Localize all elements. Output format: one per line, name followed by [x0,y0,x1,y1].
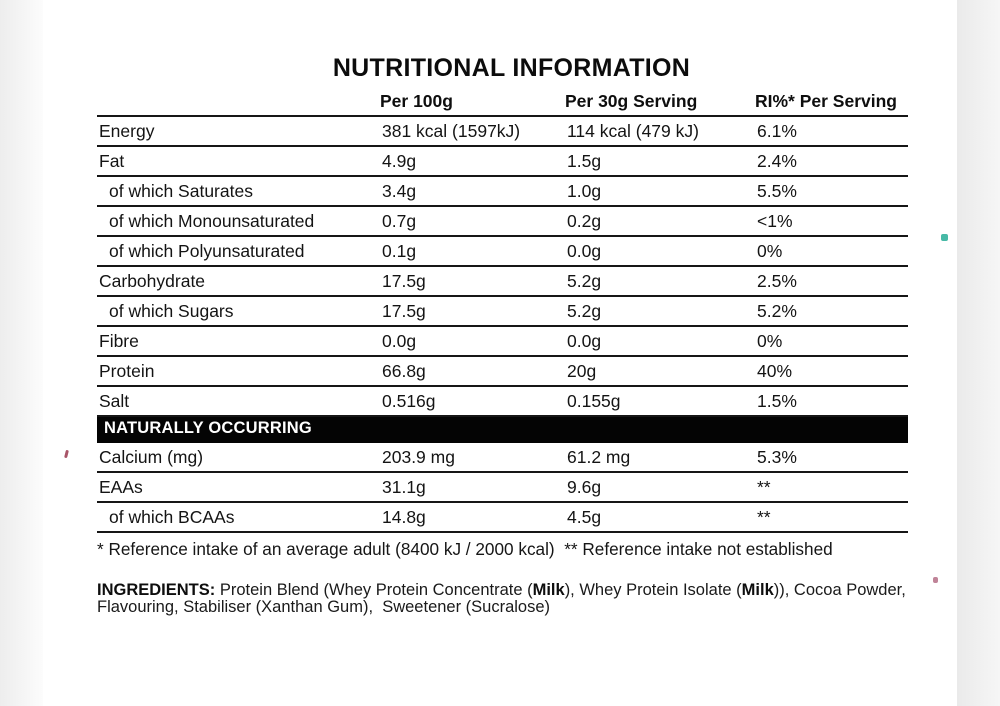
row-label: of which BCAAs [97,502,380,533]
reference-intake-footnote: * Reference intake of an average adult (… [97,539,833,559]
row-value: 17.5g [380,296,565,327]
row-value: ** [755,502,908,533]
row-value: 14.8g [380,502,565,533]
ingredients-fragment: Protein Blend (Whey Protein Concentrate … [215,581,533,599]
row-label: Salt [97,386,380,417]
table-row: Fibre 0.0g 0.0g 0% [97,326,908,357]
row-value: 17.5g [380,266,565,297]
section-header-row: NATURALLY OCCURRING [97,416,908,443]
column-header-per-30g-serving: Per 30g Serving [565,87,755,117]
row-label: Fat [97,146,380,177]
row-value: 40% [755,356,908,387]
row-value: 381 kcal (1597kJ) [380,116,565,147]
row-label: of which Saturates [97,176,380,207]
row-label: Protein [97,356,380,387]
table-row: Carbohydrate 17.5g 5.2g 2.5% [97,266,908,297]
row-value: 5.3% [755,442,908,473]
table-row: Fat 4.9g 1.5g 2.4% [97,146,908,177]
left-margin-strip [0,0,43,706]
table-row: of which Sugars 17.5g 5.2g 5.2% [97,296,908,327]
row-value: 0.155g [565,386,755,417]
row-value: ** [755,472,908,503]
row-value: 0% [755,326,908,357]
row-value: 66.8g [380,356,565,387]
row-value: 5.2g [565,266,755,297]
table-row: Calcium (mg) 203.9 mg 61.2 mg 5.3% [97,442,908,473]
row-label: Calcium (mg) [97,442,380,473]
nutrition-table: Per 100g Per 30g Serving RI%* Per Servin… [97,87,908,533]
allergen-name: Milk [741,581,774,599]
row-label: Energy [97,116,380,147]
row-value: 0.7g [380,206,565,237]
row-value: 0.0g [565,236,755,267]
row-value: 203.9 mg [380,442,565,473]
row-value: 4.9g [380,146,565,177]
row-value: 0% [755,236,908,267]
table-row: of which BCAAs 14.8g 4.5g ** [97,502,908,533]
row-value: 0.516g [380,386,565,417]
row-value: 2.4% [755,146,908,177]
ingredients-fragment: )), Cocoa Powder, Flavouring, Stabiliser… [97,581,911,616]
row-value: 5.2% [755,296,908,327]
row-value: 1.5% [755,386,908,417]
row-value: 1.0g [565,176,755,207]
row-value: 5.2g [565,296,755,327]
row-value: 31.1g [380,472,565,503]
row-value: <1% [755,206,908,237]
row-value: 6.1% [755,116,908,147]
table-row: Protein 66.8g 20g 40% [97,356,908,387]
row-value: 61.2 mg [565,442,755,473]
row-value: 0.0g [380,326,565,357]
column-header-ri-per-serving: RI%* Per Serving [755,87,908,117]
page-title: NUTRITIONAL INFORMATION [332,54,691,82]
row-value: 5.5% [755,176,908,207]
row-value: 0.0g [565,326,755,357]
table-row: Energy 381 kcal (1597kJ) 114 kcal (479 kJ)… [97,116,908,147]
row-label: EAAs [97,472,380,503]
row-label: Carbohydrate [97,266,380,297]
row-value: 0.2g [565,206,755,237]
column-header-per-100g: Per 100g [380,87,565,117]
ingredients-fragment: ), Whey Protein Isolate ( [564,581,742,599]
row-value: 3.4g [380,176,565,207]
row-value: 20g [565,356,755,387]
pink-speck-artifact [64,449,69,459]
column-header-blank [97,87,380,117]
teal-dot-artifact [941,234,948,241]
right-margin-strip [957,0,1000,706]
row-label: of which Polyunsaturated [97,236,380,267]
row-label: of which Monounsaturated [97,206,380,237]
table-row: of which Monounsaturated 0.7g 0.2g <1% [97,206,908,237]
row-value: 4.5g [565,502,755,533]
row-label: of which Sugars [97,296,380,327]
ingredients-text: Protein Blend (Whey Protein Concentrate … [97,581,910,616]
row-value: 114 kcal (479 kJ) [565,116,755,147]
row-value: 2.5% [755,266,908,297]
table-row: of which Saturates 3.4g 1.0g 5.5% [97,176,908,207]
nutrition-label: NUTRITIONAL INFORMATION Per 100g Per 30g… [97,54,908,616]
allergen-name: Milk [532,581,565,599]
row-label: Fibre [97,326,380,357]
ingredients-label: INGREDIENTS: [97,581,216,599]
pink-speck-artifact-2 [933,577,938,583]
table-row: Salt 0.516g 0.155g 1.5% [97,386,908,417]
row-value: 0.1g [380,236,565,267]
row-value: 1.5g [565,146,755,177]
table-row: of which Polyunsaturated 0.1g 0.0g 0% [97,236,908,267]
column-header-row: Per 100g Per 30g Serving RI%* Per Servin… [97,87,908,117]
table-row: EAAs 31.1g 9.6g ** [97,472,908,503]
section-header: NATURALLY OCCURRING [97,416,908,443]
row-value: 9.6g [565,472,755,503]
ingredients-paragraph: INGREDIENTS: Protein Blend (Whey Protein… [97,582,908,616]
